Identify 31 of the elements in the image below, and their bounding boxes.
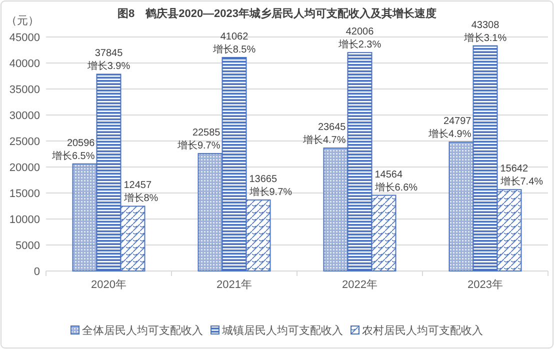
- chart-title: 图8 鹤庆县2020—2023年城乡居民人均可支配收入及其增长速度: [117, 7, 437, 20]
- x-tick-label: 2022年: [342, 279, 378, 291]
- y-tick-label: 40000: [9, 58, 40, 70]
- y-tick-label: 35000: [9, 84, 40, 96]
- y-tick-label: 15000: [9, 188, 40, 200]
- data-label: 20596 增长6.5%: [50, 138, 96, 162]
- legend-label: 全体居民人均可支配收入: [82, 324, 203, 337]
- y-tick-label: 10000: [9, 214, 40, 226]
- x-tick-label: 2023年: [468, 279, 503, 291]
- data-label: 37845 增长3.9%: [86, 48, 130, 72]
- legend-label: 农村居民人均可支配收入: [362, 324, 483, 337]
- data-label: 12457 增长8%: [122, 180, 158, 204]
- y-tick-label: 20000: [9, 162, 40, 174]
- data-label: 14564 增长6.6%: [374, 169, 418, 194]
- y-tick-label: 30000: [9, 110, 40, 122]
- data-label: 24797 增长4.9%: [427, 116, 472, 140]
- data-label: 23645 增长4.7%: [302, 122, 346, 146]
- data-label: 15642 增长7.4%: [499, 164, 544, 188]
- y-tick-label: 5000: [16, 240, 40, 252]
- x-tick-label: 2021年: [216, 279, 252, 291]
- data-label: 41062 增长8.5%: [212, 31, 256, 56]
- legend-label: 城镇居民人均可支配收入: [221, 324, 343, 337]
- y-axis-title: （元）: [6, 15, 39, 27]
- data-label: 13665 增长9.7%: [248, 174, 292, 198]
- data-label: 22585 增长9.7%: [176, 128, 221, 152]
- y-tick-label: 45000: [9, 32, 40, 44]
- y-tick-label: 0: [34, 266, 40, 278]
- data-label: 43308 增长3.1%: [462, 20, 507, 44]
- data-label: 42006 增长2.3%: [337, 26, 382, 51]
- y-tick-label: 25000: [9, 136, 40, 148]
- x-tick-label: 2020年: [91, 279, 126, 291]
